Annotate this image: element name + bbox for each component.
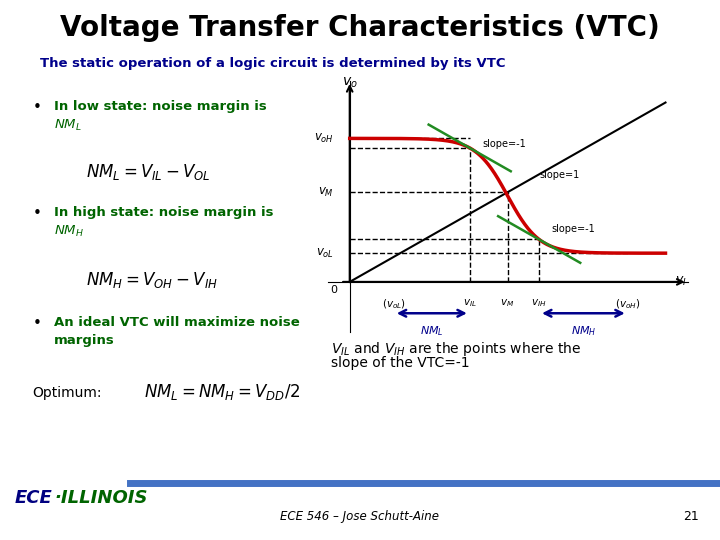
Text: •: •: [32, 100, 41, 115]
Text: $v_{oH}$: $v_{oH}$: [314, 132, 334, 145]
Text: $v_I$: $v_I$: [675, 275, 687, 288]
Text: $NM_L = NM_H = V_{DD}/2$: $NM_L = NM_H = V_{DD}/2$: [144, 382, 300, 402]
Text: 0: 0: [330, 285, 337, 295]
Text: $v_{IL}$: $v_{IL}$: [463, 297, 477, 309]
Text: slope=-1: slope=-1: [552, 224, 595, 234]
Text: In high state: noise margin is: In high state: noise margin is: [54, 206, 274, 219]
Text: $NM_L = V_{IL} - V_{OL}$: $NM_L = V_{IL} - V_{OL}$: [86, 162, 211, 182]
Text: The static operation of a logic circuit is determined by its VTC: The static operation of a logic circuit …: [40, 57, 505, 70]
Text: slope=-1: slope=-1: [482, 139, 526, 150]
Text: $NM_H$: $NM_H$: [54, 224, 84, 239]
Text: ·ILLINOIS: ·ILLINOIS: [54, 489, 148, 507]
Text: $(v_{oL})$: $(v_{oL})$: [382, 297, 406, 310]
Text: 21: 21: [683, 510, 698, 523]
Text: $v_{IH}$: $v_{IH}$: [531, 297, 547, 309]
Text: $V_{IL}$ and $V_{IH}$ are the points where the: $V_{IL}$ and $V_{IH}$ are the points whe…: [331, 340, 582, 358]
Text: slope=1: slope=1: [539, 170, 580, 180]
Text: margins: margins: [54, 334, 114, 347]
Text: $v_o$: $v_o$: [342, 76, 358, 90]
Text: $NM_H$: $NM_H$: [571, 324, 596, 338]
Text: ECE 546 – Jose Schutt-Aine: ECE 546 – Jose Schutt-Aine: [281, 510, 439, 523]
Text: $v_M$: $v_M$: [318, 186, 334, 199]
Text: •: •: [32, 206, 41, 221]
Text: $v_M$: $v_M$: [500, 297, 515, 309]
Text: An ideal VTC will maximize noise: An ideal VTC will maximize noise: [54, 316, 300, 329]
Text: Optimum:: Optimum:: [32, 386, 102, 400]
Text: $NM_L$: $NM_L$: [420, 324, 444, 338]
Text: •: •: [32, 316, 41, 331]
Text: In low state: noise margin is: In low state: noise margin is: [54, 100, 266, 113]
Text: $NM_L$: $NM_L$: [54, 118, 82, 133]
Text: Voltage Transfer Characteristics (VTC): Voltage Transfer Characteristics (VTC): [60, 14, 660, 42]
Text: slope of the VTC=-1: slope of the VTC=-1: [331, 356, 470, 370]
Text: $v_{oL}$: $v_{oL}$: [316, 247, 334, 260]
Text: ECE: ECE: [14, 489, 52, 507]
Text: $NM_H = V_{OH} - V_{IH}$: $NM_H = V_{OH} - V_{IH}$: [86, 270, 218, 290]
Text: $(v_{oH})$: $(v_{oH})$: [615, 297, 640, 310]
